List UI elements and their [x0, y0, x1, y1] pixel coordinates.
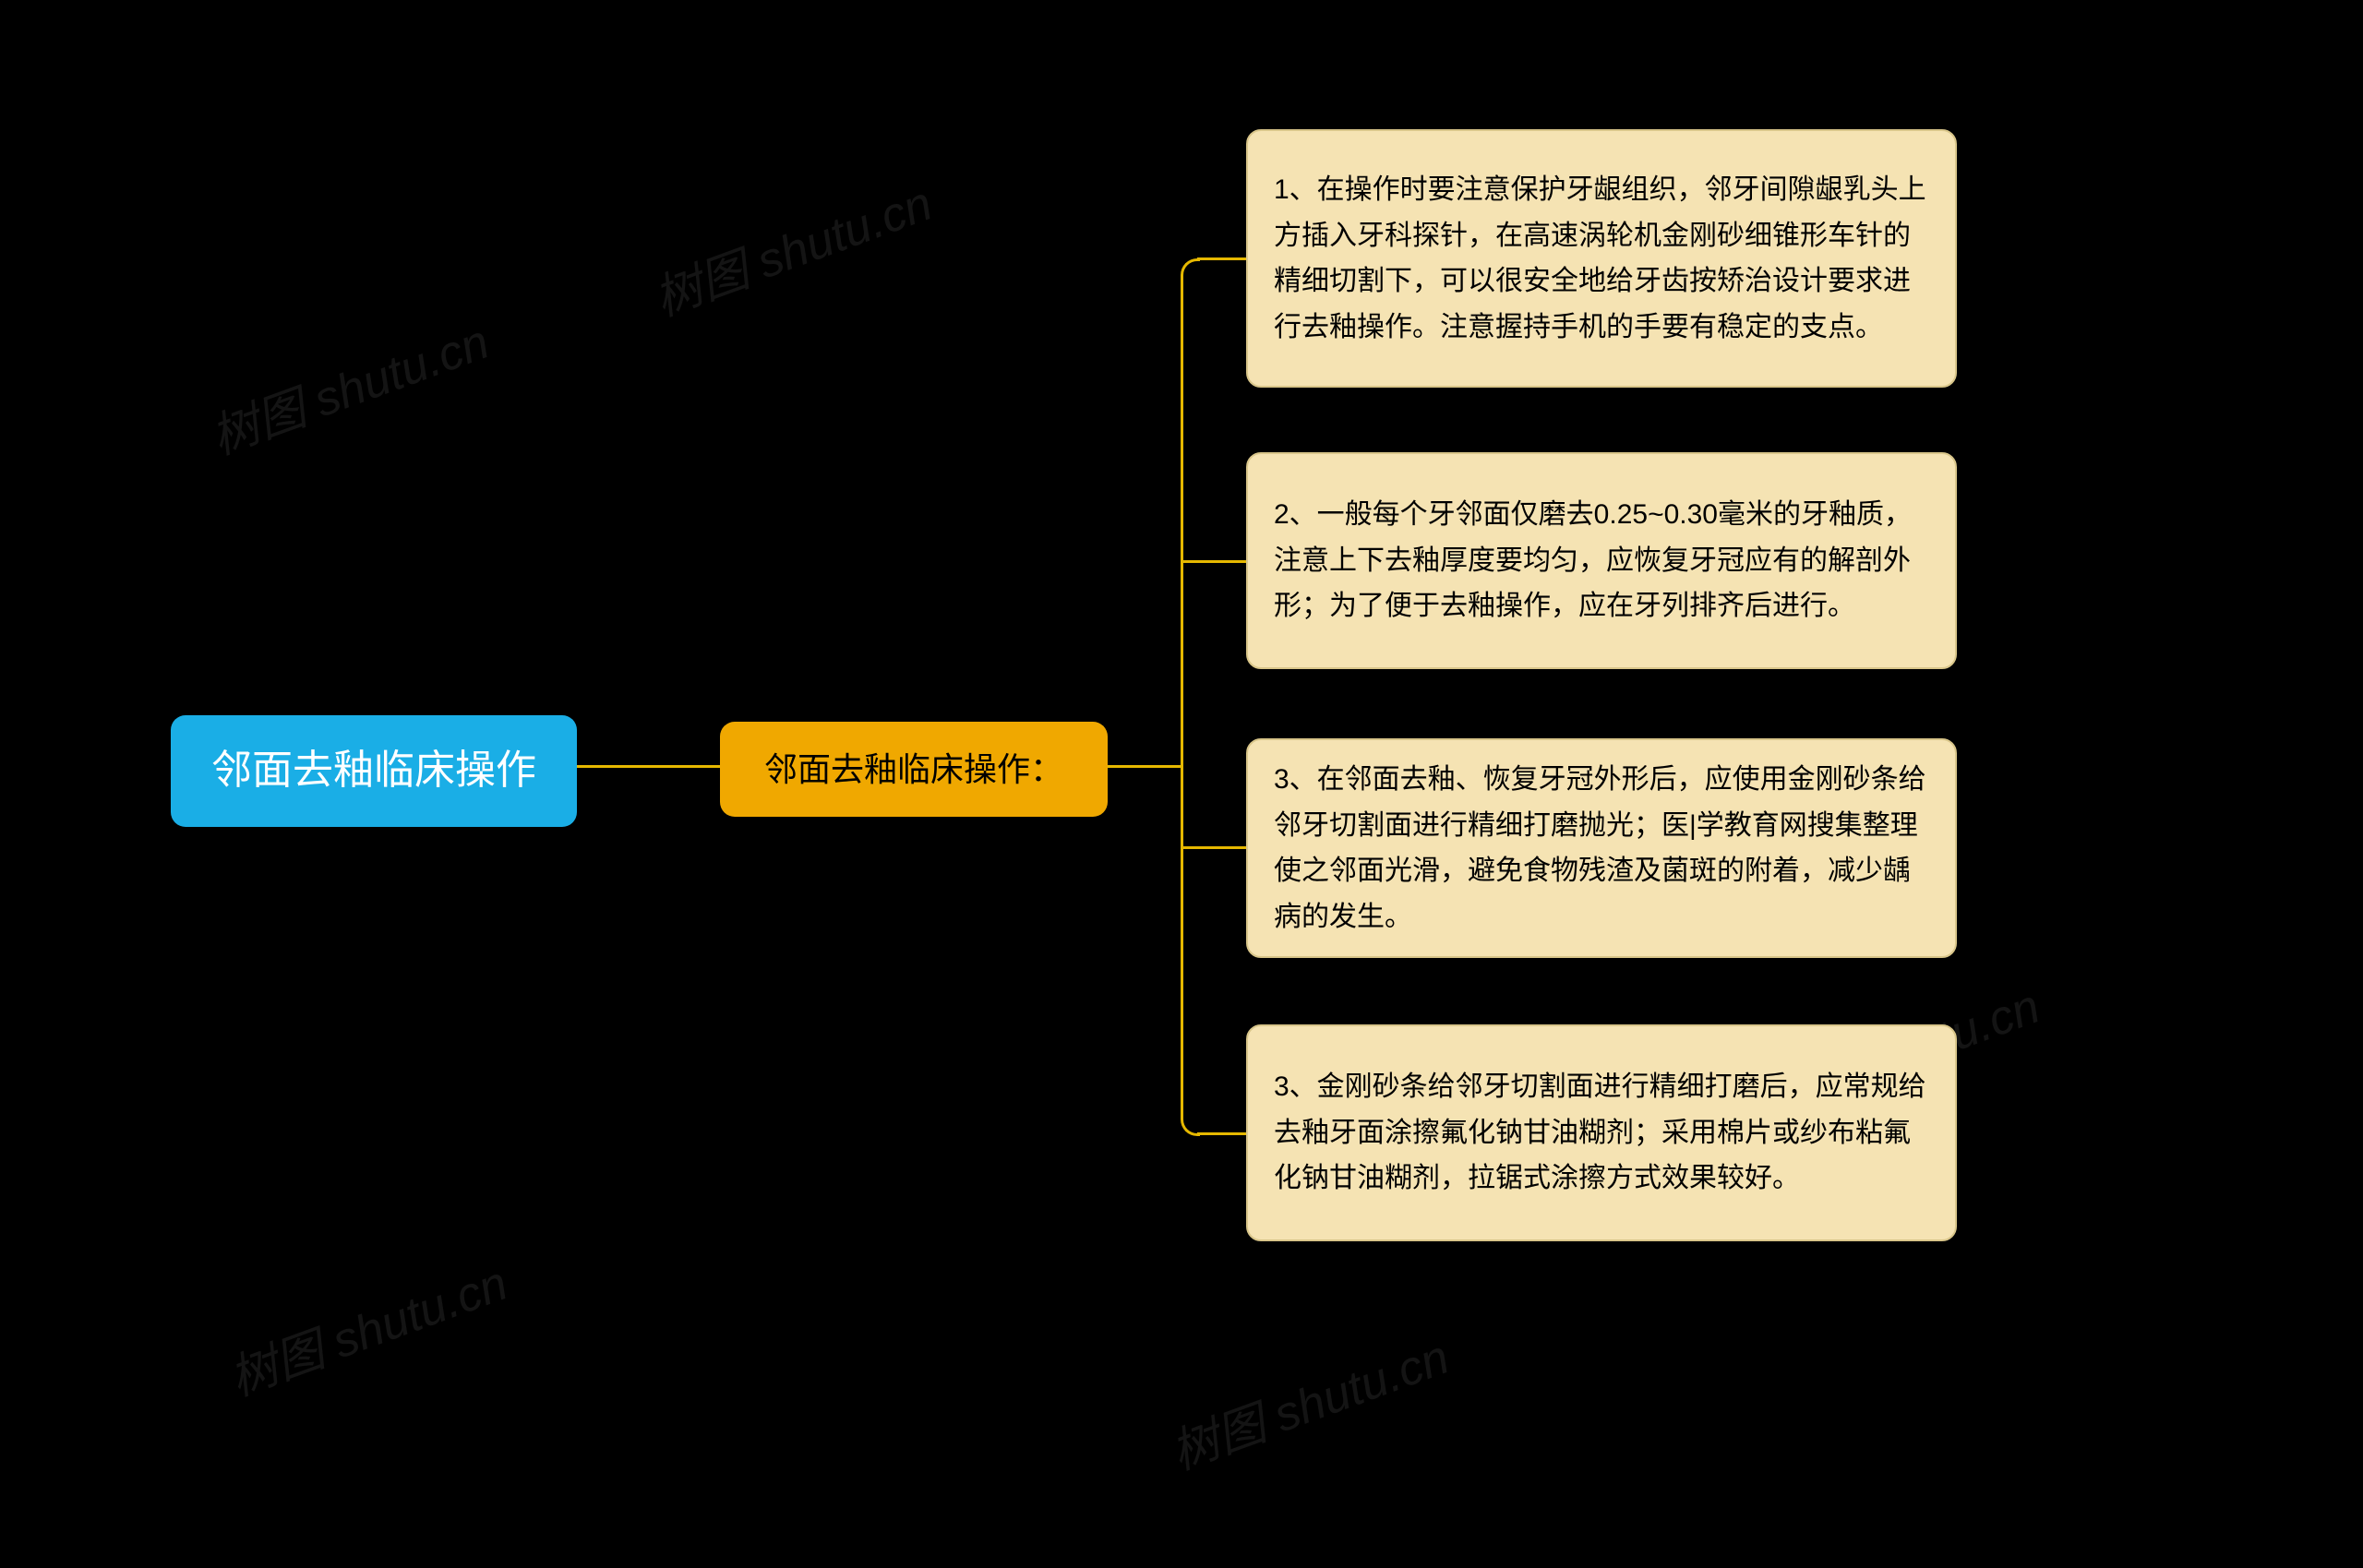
leaf-label: 3、在邻面去釉、恢复牙冠外形后，应使用金刚砂条给邻牙切割面进行精细打磨抛光；医|… [1274, 757, 1929, 940]
root-label: 邻面去釉临床操作 [211, 737, 536, 805]
watermark: 树图 shutu.cn [200, 303, 498, 467]
mindmap-leaf-node: 3、在邻面去釉、恢复牙冠外形后，应使用金刚砂条给邻牙切割面进行精细打磨抛光；医|… [1246, 738, 1957, 958]
mindmap-mid-node: 邻面去釉临床操作： [720, 722, 1108, 817]
mindmap-leaf-node: 2、一般每个牙邻面仅磨去0.25~0.30毫米的牙釉质，注意上下去釉厚度要均匀，… [1246, 452, 1957, 669]
leaf-label: 2、一般每个牙邻面仅磨去0.25~0.30毫米的牙釉质，注意上下去釉厚度要均匀，… [1274, 492, 1929, 629]
mindmap-leaf-node: 3、金刚砂条给邻牙切割面进行精细打磨后，应常规给去釉牙面涂擦氟化钠甘油糊剂；采用… [1246, 1024, 1957, 1241]
leaf-label: 3、金刚砂条给邻牙切割面进行精细打磨后，应常规给去釉牙面涂擦氟化钠甘油糊剂；采用… [1274, 1064, 1929, 1202]
mid-label: 邻面去釉临床操作： [764, 742, 1063, 796]
watermark: 树图 shutu.cn [1160, 1318, 1457, 1482]
mindmap-root-node: 邻面去釉临床操作 [171, 715, 577, 827]
leaf-label: 1、在操作时要注意保护牙龈组织，邻牙间隙龈乳头上方插入牙科探针，在高速涡轮机金刚… [1274, 167, 1929, 350]
watermark: 树图 shutu.cn [219, 1244, 516, 1408]
mindmap-leaf-node: 1、在操作时要注意保护牙龈组织，邻牙间隙龈乳头上方插入牙科探针，在高速涡轮机金刚… [1246, 129, 1957, 388]
watermark: 树图 shutu.cn [643, 164, 941, 329]
canvas: 树图 shutu.cn 树图 shutu.cn 树图 shutu.cn 树图 s… [0, 0, 2363, 1568]
